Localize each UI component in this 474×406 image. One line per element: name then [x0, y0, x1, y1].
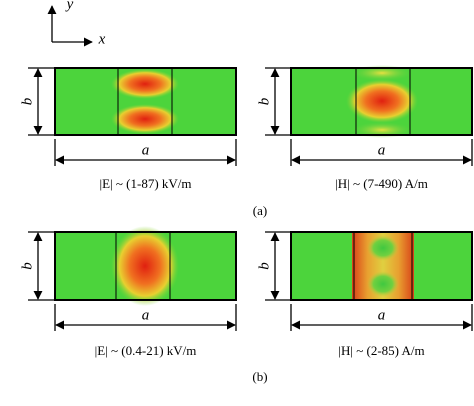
- width-label: a: [142, 307, 150, 323]
- width-label: a: [142, 142, 150, 158]
- caption: |H| ~ (2-85) A/m: [338, 343, 424, 358]
- field-maps: [55, 65, 472, 306]
- height-label: b: [19, 262, 35, 270]
- width-label: a: [378, 307, 386, 323]
- panel-label: (a): [253, 203, 267, 218]
- height-label: b: [256, 97, 272, 105]
- axes-icon: y x: [47, 0, 106, 47]
- dimensions: b a |E| ~ (1-87) kV/m b a |H| ~ (7-490) A/m (a…: [19, 67, 473, 384]
- axis-label: x: [98, 31, 106, 47]
- caption: |E| ~ (0.4-21) kV/m: [95, 343, 197, 358]
- height-label: b: [256, 262, 272, 270]
- height-label: b: [19, 97, 35, 105]
- caption: |H| ~ (7-490) A/m: [335, 176, 428, 191]
- caption: |E| ~ (1-87) kV/m: [99, 176, 191, 191]
- waveguide-outlines: [54, 67, 473, 301]
- axis-label: y: [65, 0, 74, 12]
- panel-label: (b): [252, 369, 267, 384]
- width-label: a: [378, 142, 386, 158]
